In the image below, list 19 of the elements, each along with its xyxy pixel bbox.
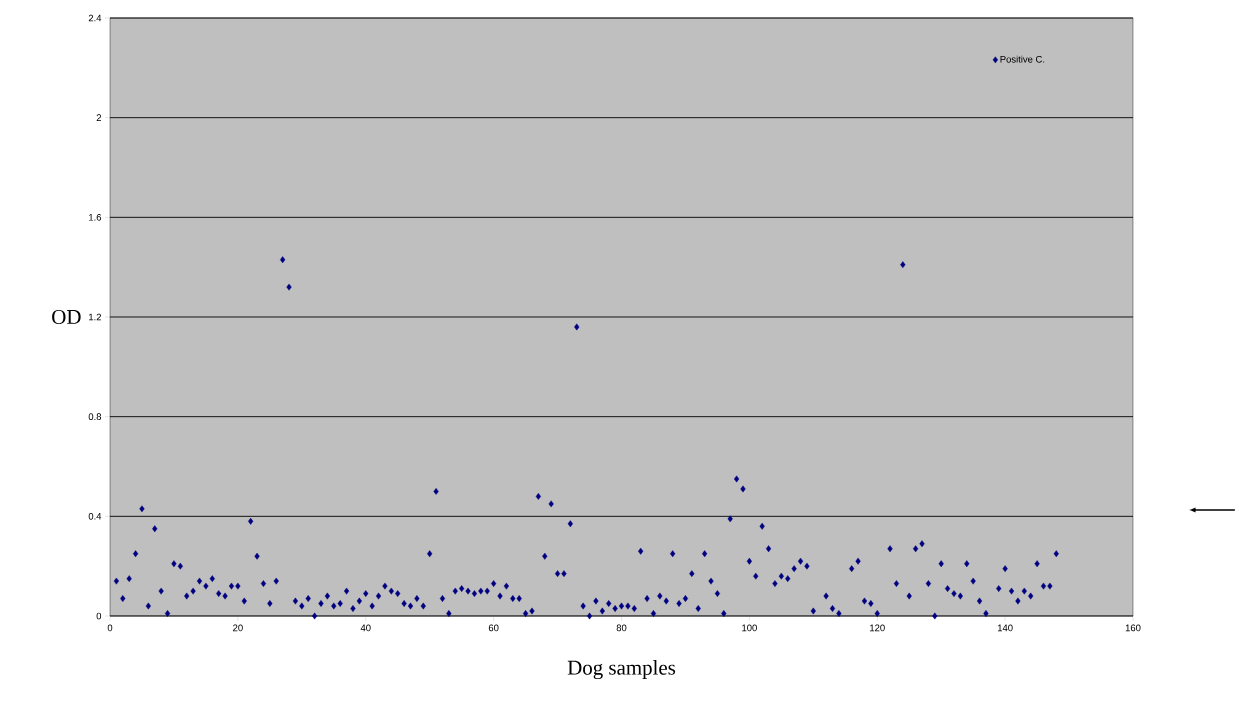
- x-axis-title: Dog samples: [567, 660, 676, 680]
- y-tick-label: 0.4: [88, 512, 102, 520]
- x-tick-label: 160: [1125, 624, 1141, 632]
- y-tick-label: 1.2: [89, 313, 102, 321]
- y-tick-label: 0: [96, 612, 102, 620]
- x-tick-label: 20: [233, 624, 243, 632]
- x-tick-label: 120: [870, 624, 885, 632]
- x-tick-label: 40: [360, 624, 371, 632]
- y-tick-label: 2.4: [88, 14, 102, 22]
- x-tick-label: 0: [107, 624, 113, 632]
- x-tick-label: 80: [616, 624, 627, 632]
- y-tick-label: 0.8: [88, 413, 102, 421]
- x-tick-label: 60: [488, 624, 499, 632]
- y-tick-label: 2: [96, 114, 102, 121]
- legend-label: Positive C.: [1000, 55, 1045, 63]
- y-tick-label: 1.6: [89, 213, 102, 221]
- x-tick-label: 100: [742, 624, 757, 632]
- y-axis-title: OD: [52, 309, 81, 325]
- x-tick-label: 140: [997, 624, 1013, 632]
